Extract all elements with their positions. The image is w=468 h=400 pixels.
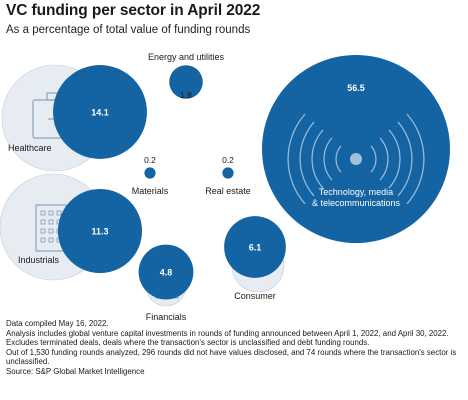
- bubble-financials: [138, 244, 194, 300]
- category-label-consumer: Consumer: [234, 291, 276, 301]
- bubble-industrials: [57, 188, 143, 274]
- footnote-exclusions: Excludes terminated deals, deals where t…: [6, 338, 370, 348]
- value-label-materials: 0.2: [144, 155, 156, 165]
- footnote-date: Data compiled May 16, 2022.: [6, 319, 109, 328]
- value-label-energy: 1.8: [180, 90, 192, 100]
- footnote-source: Source: S&P Global Market Intelligence: [6, 366, 145, 376]
- value-label-realestate: 0.2: [222, 155, 234, 165]
- value-label-tmt: 56.5: [347, 83, 365, 93]
- bubble-tmt: [262, 55, 450, 243]
- footnote-scope: Analysis includes global venture capital…: [6, 328, 449, 338]
- category-label-financials: Financials: [146, 312, 187, 320]
- footnotes: Data compiled May 16, 2022. Analysis inc…: [6, 319, 464, 377]
- value-label-healthcare: 14.1: [91, 108, 109, 118]
- footnote-sample: Out of 1,530 funding rounds analyzed, 29…: [6, 347, 457, 367]
- bubble-healthcare: [53, 65, 147, 159]
- value-label-industrials: 11.3: [91, 227, 108, 237]
- bubble-consumer: [224, 216, 286, 278]
- category-label-materials: Materials: [132, 186, 169, 196]
- category-label-industrials: Industrials: [18, 255, 60, 265]
- bubble-materials: [144, 167, 156, 179]
- chart-title: VC funding per sector in April 2022: [6, 2, 261, 19]
- category-label-healthcare: Healthcare: [8, 143, 52, 153]
- chart-subtitle: As a percentage of total value of fundin…: [6, 24, 251, 36]
- category-label-tmt: Technology, media & telecommunications: [312, 187, 401, 208]
- value-label-financials: 4.8: [160, 268, 173, 278]
- bubble-energy: [169, 65, 203, 99]
- category-label-energy: Energy and utilities: [148, 52, 225, 62]
- bubble-realestate: [222, 167, 234, 179]
- category-label-realestate: Real estate: [205, 186, 251, 196]
- signal-waves-icon: [287, 113, 425, 205]
- value-label-consumer: 6.1: [249, 243, 262, 253]
- bubble-chart: 56.5 14.1 11.3 6.1 4.8 1.8 0.2 0.2 Technology, m…: [0, 52, 450, 320]
